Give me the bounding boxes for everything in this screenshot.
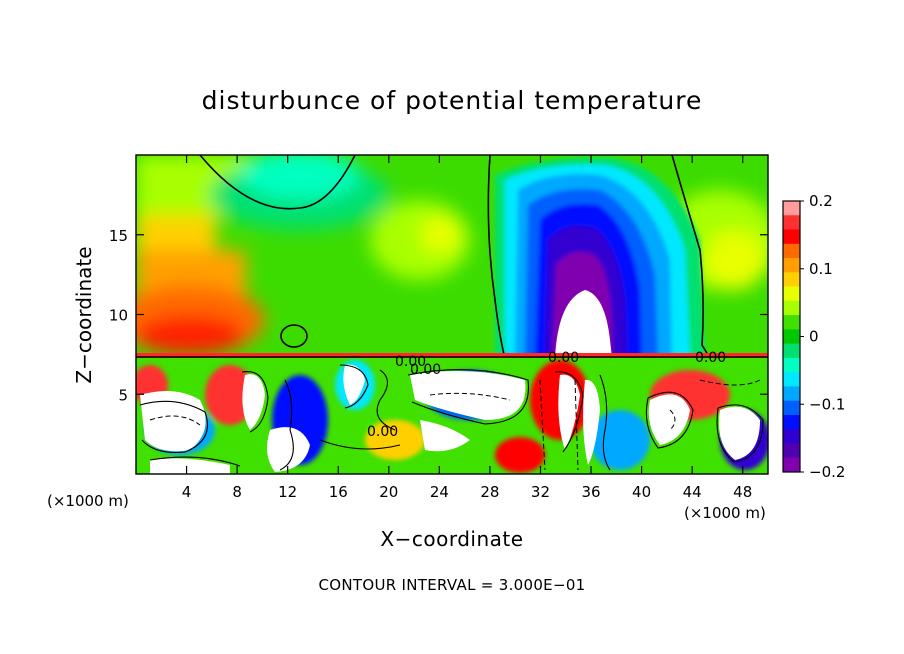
- colorbar-swatch: [783, 300, 800, 316]
- colorbar-swatch: [783, 215, 800, 231]
- contour-label: 0.00: [395, 354, 426, 370]
- colorbar-tick-label: 0: [809, 328, 819, 346]
- colorbar-swatch: [783, 243, 800, 259]
- contour-label: 0.00: [410, 362, 441, 378]
- x-unit-label-left: (×1000 m): [47, 492, 129, 510]
- x-tick-label: 32: [531, 483, 550, 501]
- y-tick-label: 5: [118, 386, 128, 404]
- contour-interval-note: CONTOUR INTERVAL = 3.000E−01: [318, 576, 586, 594]
- y-tick-label: 15: [109, 227, 128, 245]
- colorbar-swatch: [783, 443, 800, 459]
- contour-label: 0.00: [367, 424, 398, 440]
- colorbar-swatch: [783, 400, 800, 416]
- colorbar-tick-label: 0.2: [809, 192, 833, 210]
- chart-title: disturbunce of potential temperature: [201, 86, 703, 115]
- y-tick-label: 10: [109, 307, 128, 325]
- x-tick-label: 36: [581, 483, 600, 501]
- colorbar-swatch: [783, 357, 800, 373]
- colorbar-swatch: [783, 201, 800, 216]
- x-tick-label: 48: [733, 483, 752, 501]
- contour-label: 0.00: [695, 350, 726, 366]
- colorbar-tick-label: 0.1: [809, 260, 833, 278]
- x-unit-label-right: (×1000 m): [684, 504, 766, 522]
- x-tick-label: 44: [683, 483, 702, 501]
- lower-field: [136, 358, 768, 474]
- colorbar-swatch: [783, 414, 800, 430]
- upper-field: [136, 155, 768, 358]
- x-axis: 4 8 12 16 20 24 28 32 36 40 44 48: [182, 155, 752, 501]
- x-tick-label: 16: [329, 483, 348, 501]
- colorbar-swatch: [783, 372, 800, 387]
- colorbar-tick-label: −0.2: [809, 463, 845, 481]
- interface-band: [136, 353, 768, 359]
- colorbar-swatch: [783, 386, 800, 402]
- x-axis-label: X−coordinate: [380, 527, 524, 551]
- colorbar-swatch: [783, 329, 800, 345]
- x-tick-label: 4: [182, 483, 192, 501]
- x-tick-label: 28: [480, 483, 499, 501]
- colorbar-swatch: [783, 429, 800, 444]
- y-axis: 5 10 15: [109, 227, 768, 404]
- x-tick-label: 20: [379, 483, 398, 501]
- colorbar-swatch: [783, 272, 800, 288]
- colorbar-swatch: [783, 286, 800, 302]
- colorbar-swatch: [783, 343, 800, 359]
- x-tick-label: 12: [278, 483, 297, 501]
- x-tick-label: 24: [430, 483, 449, 501]
- colorbar-swatch: [783, 315, 800, 330]
- x-tick-label: 40: [632, 483, 651, 501]
- colorbar-swatch: [783, 229, 800, 245]
- contour-label: 0.00: [548, 350, 579, 366]
- y-axis-label: Z−coordinate: [72, 246, 96, 384]
- colorbar: [782, 200, 801, 473]
- colorbar-ticks: 0.2 0.1 0 −0.1 −0.2: [800, 192, 845, 481]
- colorbar-swatch: [783, 457, 800, 473]
- x-tick-label: 8: [232, 483, 242, 501]
- colorbar-swatch: [783, 258, 800, 273]
- colorbar-tick-label: −0.1: [809, 395, 845, 413]
